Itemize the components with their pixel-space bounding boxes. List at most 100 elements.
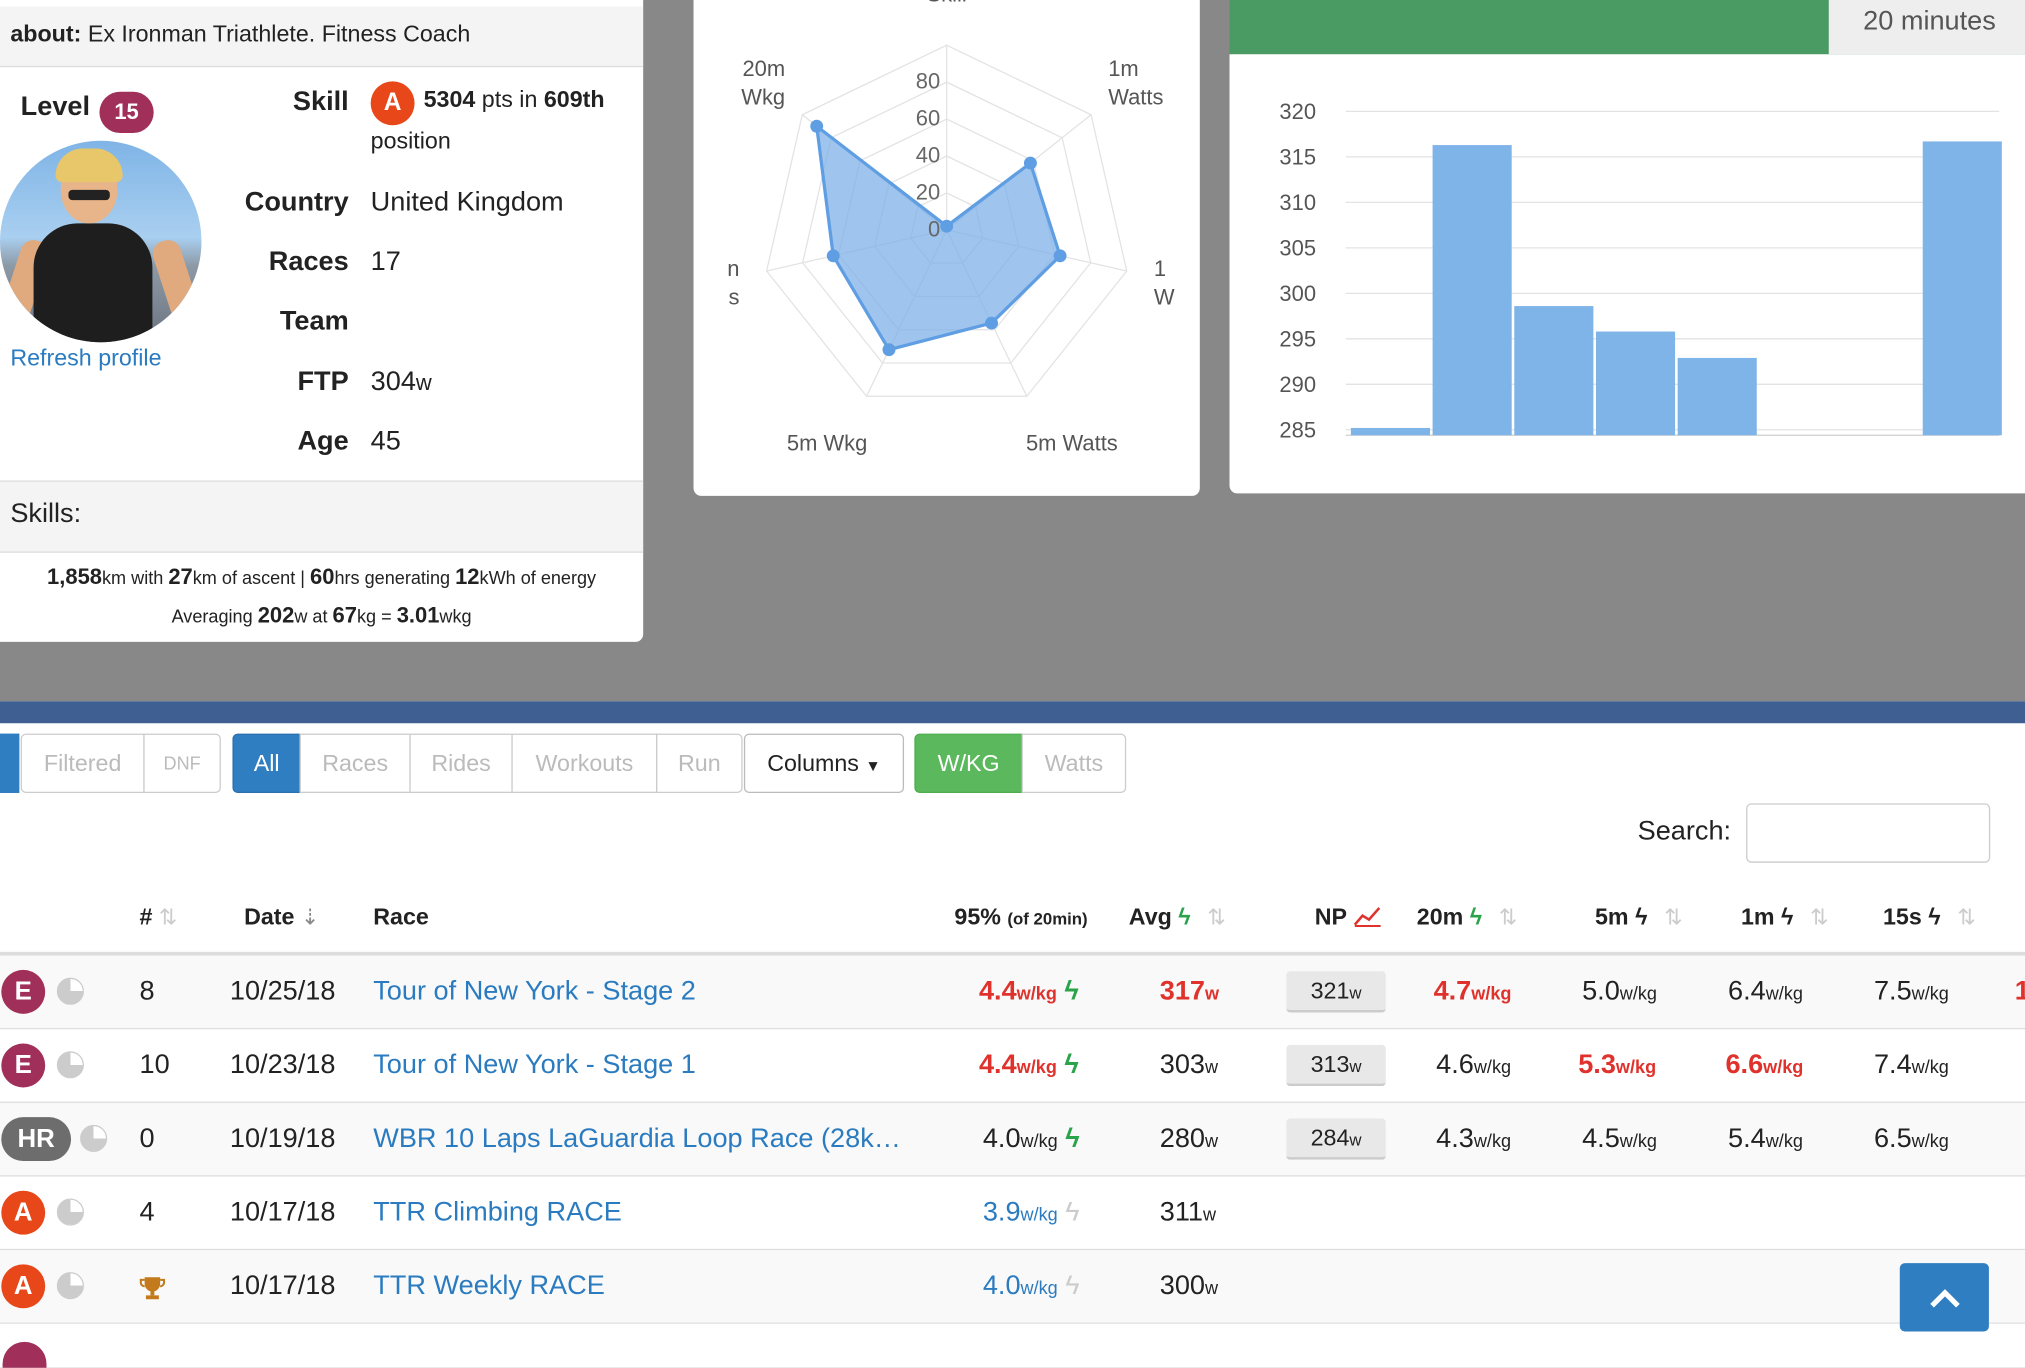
stats-totals: 1,858km with 27km of ascent | 60hrs gene… (47, 564, 597, 589)
pie-icon[interactable] (56, 1051, 84, 1079)
cell-race-link[interactable]: Tour of New York - Stage 1 (373, 1049, 696, 1080)
table-row[interactable] (0, 1323, 2025, 1368)
filter-all-button[interactable]: All (232, 733, 301, 793)
filter-rides-button[interactable]: Rides (409, 733, 513, 793)
radar-axis-label: s (729, 284, 740, 309)
cell-1m: 5.4w/kg (1728, 1123, 1803, 1154)
pie-icon[interactable] (56, 1272, 84, 1300)
age-value: 45 (370, 426, 401, 456)
columns-dropdown[interactable]: Columns ▼ (743, 733, 905, 793)
bolt-icon: ϟ (1064, 976, 1079, 1007)
cell-race-link[interactable]: TTR Weekly RACE (373, 1270, 605, 1301)
col-5m-header[interactable]: 5m ϟ ⇅ (1595, 904, 1683, 930)
table-row[interactable]: E 10 10/23/18 Tour of New York - Stage 1… (0, 1029, 2025, 1103)
radar-point (882, 343, 896, 357)
cell-5m: 5.0w/kg (1582, 976, 1657, 1007)
sort-icon: ⇅ (1664, 905, 1683, 930)
filter-workouts-button[interactable]: Workouts (511, 733, 658, 793)
scroll-to-top-button[interactable] (1899, 1263, 1989, 1332)
bar (1595, 331, 1676, 436)
filter-filtered-button[interactable]: Filtered (20, 733, 145, 793)
search-label: Search: (1637, 816, 1732, 846)
cell-date: 10/17/18 (229, 1197, 336, 1227)
power-bar-chart: 320 315 310 305 300 295 290 285 (1279, 99, 2002, 443)
table-row[interactable]: E 8 10/25/18 Tour of New York - Stage 2 … (0, 955, 2025, 1030)
filter-run-button[interactable]: Run (656, 733, 743, 793)
radar-axis-label: 1 (1154, 256, 1166, 281)
search-input[interactable] (1746, 803, 1991, 863)
cell-95: 4.0w/kg ϟ (982, 1123, 1080, 1154)
filter-dnf-button[interactable]: DNF (143, 733, 221, 793)
y-tick-label: 315 (1279, 145, 1316, 170)
radar-axis-label: Wkg (741, 84, 785, 109)
cell-race-link[interactable]: WBR 10 Laps LaGuardia Loop Race (28k… (373, 1123, 901, 1154)
ftp-label: FTP (297, 366, 349, 397)
radar-axis-label: n (727, 256, 739, 281)
pie-icon[interactable] (80, 1124, 108, 1153)
col-np-header[interactable]: NP (1315, 904, 1382, 931)
bolt-icon: ϟ (1065, 1197, 1080, 1227)
radar-point (826, 249, 840, 263)
category-badge: HR (1, 1117, 72, 1162)
radar-point (1053, 249, 1067, 263)
pie-icon[interactable] (56, 1198, 84, 1226)
sort-icon: ⇅ (1498, 905, 1518, 930)
y-tick-label: 305 (1279, 236, 1316, 261)
cell-avg: 303w (1159, 1049, 1219, 1080)
bolt-icon: ϟ (1064, 1049, 1079, 1080)
trend-chart-icon (1353, 907, 1381, 927)
cell-date: 10/17/18 (229, 1270, 336, 1301)
cell-race-link[interactable]: TTR Climbing RACE (373, 1197, 622, 1227)
radar-gridline (765, 44, 1128, 397)
cell-race-link[interactable]: Tour of New York - Stage 2 (373, 976, 696, 1007)
cell-avg: 280w (1159, 1123, 1219, 1154)
col-20m-header[interactable]: 20m ϟ ⇅ (1416, 904, 1518, 930)
col-95-header[interactable]: 95% (of 20min) (954, 904, 1088, 930)
radar-axis-label: Skill (927, 0, 967, 6)
radar-axis-label: 1m (1108, 56, 1138, 81)
bolt-icon: ϟ (1065, 1270, 1080, 1301)
radar-point (1023, 156, 1037, 170)
about-bar: about: Ex Ironman Triathlete. Fitness Co… (0, 6, 644, 68)
sort-icon: ⇅ (1207, 905, 1226, 930)
bolt-icon: ϟ (1635, 904, 1648, 930)
table-row[interactable]: HR 0 10/19/18 WBR 10 Laps LaGuardia Loop… (0, 1102, 2025, 1177)
col-date-header[interactable]: Date ⇣ (244, 904, 320, 930)
y-tick-label: 290 (1279, 372, 1316, 397)
skill-category-badge: A (370, 81, 415, 126)
category-badge: E (1, 969, 46, 1014)
cell-date: 10/19/18 (229, 1123, 336, 1154)
units-watts-button[interactable]: Watts (1021, 733, 1127, 793)
col-avg-header[interactable]: Avg ϟ ⇅ (1128, 904, 1226, 930)
table-row[interactable]: A 4 10/17/18 TTR Climbing RACE 3.9w/kg ϟ… (0, 1176, 2025, 1251)
col-1m-header[interactable]: 1m ϟ ⇅ (1740, 904, 1829, 930)
radar-tick-label: 20 (916, 179, 940, 204)
filter-races-button[interactable]: Races (299, 733, 411, 793)
team-label: Team (279, 306, 349, 336)
units-wkg-button[interactable]: W/KG (914, 733, 1023, 793)
cell-5m: 5.3w/kg (1578, 1049, 1657, 1080)
bar (1922, 141, 2002, 436)
col-num-header[interactable]: # ⇅ (139, 904, 178, 930)
cell-overflow: 1 (2015, 976, 2025, 1007)
table-row[interactable]: A 10/17/18 TTR Weekly RACE 4.0w/kg ϟ 300… (0, 1250, 2025, 1324)
about-label: about: (10, 20, 82, 47)
cell-num: 4 (139, 1197, 155, 1227)
pie-icon[interactable] (56, 977, 84, 1005)
cell-date: 10/23/18 (229, 1049, 336, 1080)
y-tick-label: 285 (1279, 418, 1316, 443)
y-tick-label: 320 (1279, 99, 1316, 124)
radar-point (985, 316, 999, 330)
col-race-header[interactable]: Race (373, 904, 429, 930)
bolt-icon: ϟ (1928, 904, 1941, 930)
bar (1432, 145, 1512, 436)
about-text: Ex Ironman Triathlete. Fitness Coach (87, 20, 471, 47)
tab-20-minutes[interactable]: 20 minutes (1828, 0, 2025, 55)
radar-tick-label: 80 (916, 69, 940, 94)
col-15s-header[interactable]: 15s ϟ ⇅ (1883, 904, 1976, 930)
refresh-profile-link[interactable]: Refresh profile (10, 344, 162, 371)
radar-axis-label: W (1154, 284, 1175, 309)
bar (1350, 427, 1431, 436)
cell-date: 10/25/18 (229, 976, 336, 1007)
left-toggle-button[interactable] (0, 733, 20, 793)
